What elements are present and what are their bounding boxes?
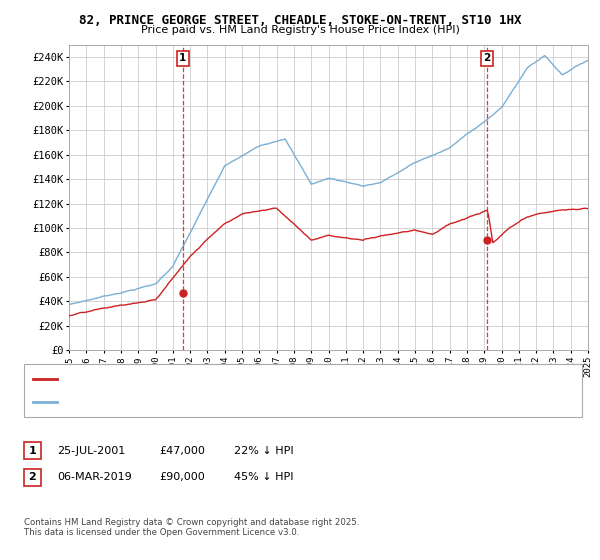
Text: 22% ↓ HPI: 22% ↓ HPI (234, 446, 293, 456)
Text: £47,000: £47,000 (159, 446, 205, 456)
Text: 2: 2 (484, 53, 491, 63)
Text: 45% ↓ HPI: 45% ↓ HPI (234, 472, 293, 482)
Text: 25-JUL-2001: 25-JUL-2001 (57, 446, 125, 456)
Text: Price paid vs. HM Land Registry's House Price Index (HPI): Price paid vs. HM Land Registry's House … (140, 25, 460, 35)
Text: 82, PRINCE GEORGE STREET, CHEADLE, STOKE-ON-TRENT, ST10 1HX (semi-detached house: 82, PRINCE GEORGE STREET, CHEADLE, STOKE… (63, 375, 481, 384)
Text: £90,000: £90,000 (159, 472, 205, 482)
Text: Contains HM Land Registry data © Crown copyright and database right 2025.
This d: Contains HM Land Registry data © Crown c… (24, 518, 359, 538)
Text: 2: 2 (29, 472, 36, 482)
Text: 06-MAR-2019: 06-MAR-2019 (57, 472, 132, 482)
Text: 1: 1 (29, 446, 36, 456)
Text: 1: 1 (179, 53, 187, 63)
Text: 82, PRINCE GEORGE STREET, CHEADLE, STOKE-ON-TRENT, ST10 1HX: 82, PRINCE GEORGE STREET, CHEADLE, STOKE… (79, 14, 521, 27)
Text: HPI: Average price, semi-detached house, Staffordshire Moorlands: HPI: Average price, semi-detached house,… (63, 398, 363, 407)
